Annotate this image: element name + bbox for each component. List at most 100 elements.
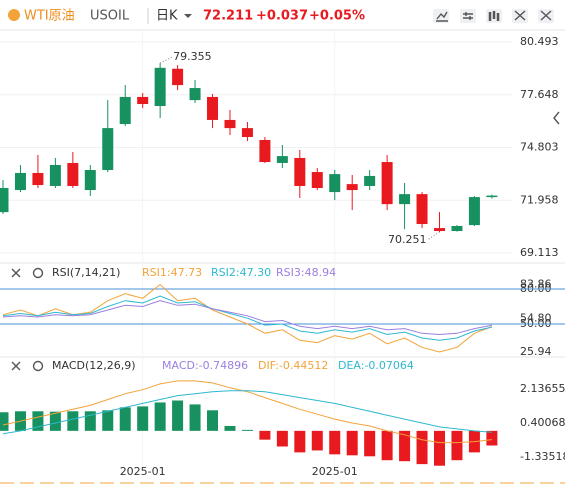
tool-icon [488, 11, 500, 21]
rsi-line [2, 283, 493, 353]
symbol-icon [8, 9, 20, 21]
legend-entry: RSI1:47.73 [142, 266, 202, 279]
price-change: +0.037 [256, 9, 308, 24]
candle-body [189, 88, 201, 101]
symbol-name[interactable]: WTI原油 [24, 9, 75, 24]
y-tick-label: 25.94 [520, 345, 552, 358]
symbol-code: USOIL [90, 9, 130, 24]
candle-body [364, 175, 376, 186]
macd-bar [276, 430, 288, 447]
candle-body [67, 162, 79, 186]
macd-line [2, 390, 492, 435]
candle-body [399, 194, 411, 205]
macd-bar [84, 411, 96, 431]
macd-bar [451, 430, 463, 461]
legend-entry: MACD:-0.74896 [162, 359, 248, 372]
candle-body [137, 96, 149, 104]
y-tick-label: 0.40068 [520, 416, 565, 429]
close-indicator[interactable] [11, 361, 21, 371]
y-tick-label: 80.493 [520, 35, 559, 48]
candle-body [294, 157, 306, 186]
candle-body [102, 128, 114, 171]
macd-bar [189, 404, 201, 431]
macd-bar [119, 407, 131, 431]
candle-body [14, 172, 26, 191]
candle-body [49, 165, 61, 186]
candle-body [416, 194, 428, 224]
macd-bar [346, 430, 358, 456]
candle-body [486, 195, 498, 198]
macd-bar [259, 430, 271, 440]
candle-body [84, 170, 96, 191]
settings-indicator[interactable] [32, 267, 44, 279]
rsi-line [2, 300, 492, 336]
last-price: 72.211 [203, 9, 253, 24]
tool-icon [514, 10, 526, 21]
candle-body [434, 228, 445, 232]
collapse-arrow[interactable] [553, 111, 560, 125]
candle-body [329, 174, 341, 193]
macd-bar [224, 425, 236, 431]
macd-bar [67, 411, 79, 431]
macd-bar [416, 430, 428, 465]
candle-body [0, 188, 9, 213]
macd-bar [32, 411, 44, 431]
indicator-title: RSI(7,14,21) [52, 266, 120, 279]
y-tick-label: 83.86 [520, 277, 552, 290]
legend-entry: DIF:-0.44512 [258, 359, 328, 372]
macd-bar [329, 430, 341, 455]
tool-icon [436, 11, 448, 22]
macd-bar [241, 429, 253, 431]
macd-line [2, 380, 492, 444]
low-label: 70.251 [388, 233, 427, 246]
candle-body [119, 96, 131, 125]
macd-bar [364, 430, 376, 457]
macd-bar [294, 430, 306, 453]
y-tick-label: 77.648 [520, 88, 559, 101]
x-tick-label: 2025-01 [120, 465, 166, 478]
macd-bar [102, 410, 114, 431]
candle-body [451, 226, 463, 232]
macd-bar [49, 411, 61, 431]
tool-button[interactable] [433, 9, 449, 23]
macd-bar [486, 430, 498, 446]
candle-body [154, 67, 166, 107]
legend-entry: RSI3:48.94 [276, 266, 336, 279]
candle-body [259, 139, 271, 163]
macd-bar [207, 410, 219, 431]
candle-body [207, 96, 219, 120]
close-indicator[interactable] [11, 268, 21, 278]
candle-body [172, 68, 184, 86]
rsi-line [2, 295, 493, 341]
candle-body [311, 172, 323, 189]
candle-body [381, 162, 393, 205]
macd-bar [0, 412, 9, 431]
macd-bar [172, 400, 184, 431]
tool-button[interactable] [460, 9, 476, 23]
tool-icon [540, 10, 552, 21]
x-tick-label: 2025-01 [312, 465, 358, 478]
y-tick-label: 2.13655 [520, 382, 565, 395]
settings-indicator[interactable] [32, 360, 44, 372]
high-leader [159, 56, 173, 64]
period-dropdown[interactable] [184, 14, 192, 18]
y-tick-label: 69.113 [520, 246, 559, 259]
macd-bar [311, 430, 323, 451]
candle-body [241, 128, 253, 138]
y-tick-label: -1.33518 [520, 450, 565, 463]
macd-bar [399, 430, 411, 462]
y-tick-label: 54.80 [520, 311, 552, 324]
tool-icon [463, 12, 473, 20]
macd-bar [434, 430, 445, 466]
candle-body [346, 184, 358, 191]
macd-bar [154, 402, 166, 431]
period[interactable]: 日K [156, 9, 178, 24]
candle-body [32, 172, 44, 186]
legend-entry: RSI2:47.30 [211, 266, 271, 279]
candle-body [224, 119, 236, 129]
macd-bar [381, 430, 393, 461]
indicator-title: MACD(12,26,9) [52, 359, 136, 372]
y-tick-label: 74.803 [520, 141, 559, 154]
